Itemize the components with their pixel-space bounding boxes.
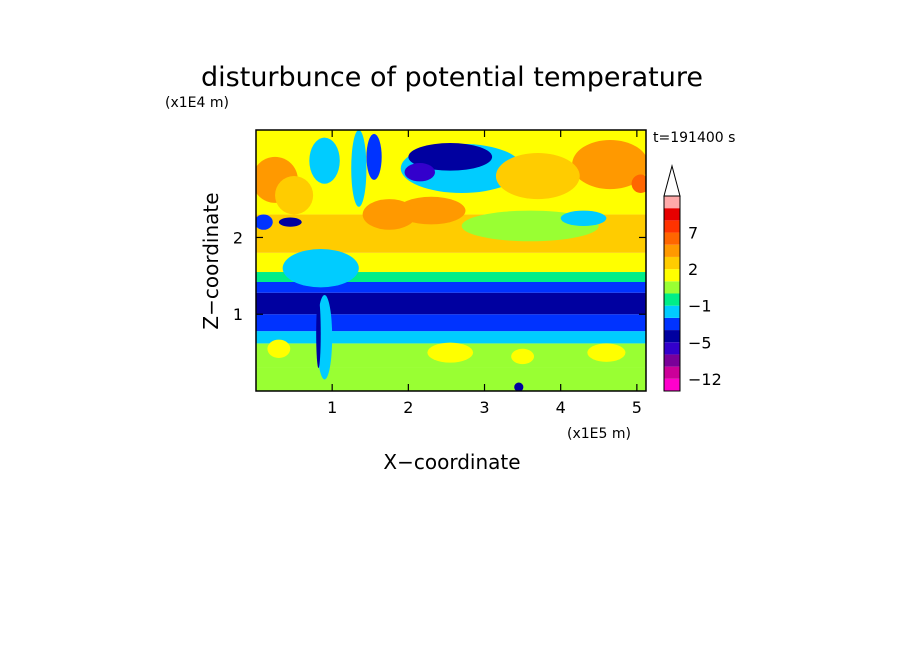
x-unit-label: (x1E5 m) [567, 426, 631, 442]
colorbar-swatch [664, 317, 680, 331]
heatmap-field [256, 130, 646, 391]
y-axis-label: Z−coordinate [199, 192, 223, 329]
x-tick-label: 4 [556, 398, 566, 417]
field-feature [408, 143, 493, 171]
x-axis-label: X−coordinate [383, 450, 520, 474]
colorbar-swatch [664, 232, 680, 245]
x-axis-ticks: 1 2 3 4 5 [327, 130, 642, 417]
field-feature [267, 339, 291, 358]
field-feature [351, 130, 367, 207]
x-tick-label: 5 [632, 398, 642, 417]
x-tick-label: 1 [327, 398, 337, 417]
colorbar-tick-label: 2 [688, 260, 698, 279]
x-tick-label: 2 [403, 398, 413, 417]
chart-title: disturbunce of potential temperature [201, 62, 703, 93]
field-feature [256, 214, 273, 230]
colorbar-tick-label: −1 [688, 297, 712, 316]
field-feature [404, 163, 436, 182]
field-feature [278, 217, 302, 227]
field-feature [495, 153, 580, 200]
y-axis-ticks: 12 [233, 228, 646, 324]
colorbar-swatch [664, 269, 680, 282]
x-tick-label: 3 [479, 398, 489, 417]
field-feature [560, 210, 607, 226]
colorbar-swatch [664, 256, 680, 270]
field-band [256, 292, 646, 315]
colorbar-swatch [664, 293, 680, 306]
colorbar-swatch [664, 342, 680, 355]
plot-frame [255, 129, 647, 392]
colorbar-swatch [664, 330, 680, 343]
field-band [256, 272, 646, 282]
colorbar: 7 2 −1 −5 −12 [663, 164, 722, 392]
y-unit-label: (x1E4 m) [165, 95, 229, 111]
y-tick-label: 2 [233, 228, 243, 247]
field-band [256, 314, 646, 332]
field-band [256, 367, 646, 391]
field-band [256, 331, 646, 344]
colorbar-swatch [664, 281, 680, 294]
colorbar-swatch [664, 244, 680, 257]
y-tick-label: 1 [233, 305, 243, 324]
colorbar-swatch [664, 208, 680, 221]
colorbar-swatch [664, 378, 680, 391]
colorbar-tick-label: 7 [688, 224, 698, 243]
field-feature [511, 348, 535, 365]
field-feature [514, 382, 524, 391]
field-feature [316, 295, 333, 380]
field-band [256, 281, 646, 293]
colorbar-swatch [664, 354, 680, 367]
field-feature [309, 137, 340, 184]
colorbar-frame [663, 195, 681, 392]
field-feature [366, 133, 382, 180]
colorbar-swatch [664, 366, 680, 379]
field-feature [587, 343, 626, 362]
colorbar-extend-arrow [663, 164, 681, 197]
field-feature [572, 139, 646, 190]
field-feature [427, 342, 474, 363]
field-feature [316, 298, 321, 368]
colorbar-swatch [664, 220, 680, 233]
time-label: t=191400 s [653, 130, 735, 146]
field-feature [362, 199, 416, 230]
colorbar-tick-label: −12 [688, 370, 722, 389]
colorbar-swatch [664, 305, 680, 318]
colorbar-swatch [664, 196, 680, 209]
field-feature [631, 174, 646, 193]
field-feature [282, 248, 359, 288]
colorbar-tick-label: −5 [688, 333, 712, 352]
field-feature [275, 176, 314, 215]
